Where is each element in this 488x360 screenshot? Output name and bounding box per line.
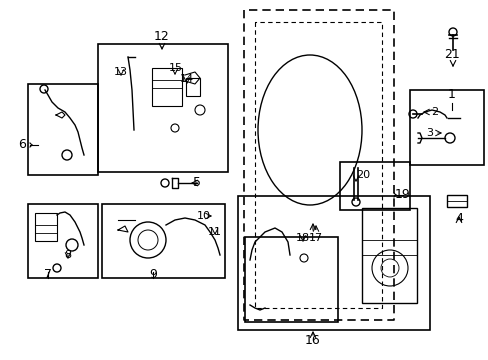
Bar	[361, 208, 416, 303]
Bar	[339, 162, 409, 210]
Text: 20: 20	[355, 170, 369, 180]
Text: 3: 3	[426, 128, 433, 138]
Text: 19: 19	[394, 189, 410, 202]
Text: 5: 5	[193, 176, 201, 189]
Text: 1: 1	[447, 89, 455, 102]
Text: 7: 7	[44, 269, 52, 282]
Text: 6: 6	[18, 139, 26, 152]
Text: 4: 4	[454, 211, 462, 225]
Bar	[98, 44, 227, 172]
Bar	[102, 204, 224, 278]
Bar	[446, 195, 466, 207]
Text: 16: 16	[305, 333, 320, 346]
Text: 14: 14	[180, 74, 194, 84]
Text: 21: 21	[443, 49, 459, 62]
Bar	[244, 237, 337, 322]
Text: 8: 8	[64, 250, 71, 260]
Text: 17: 17	[308, 233, 323, 243]
Text: 2: 2	[430, 107, 438, 117]
Bar	[152, 68, 182, 106]
Text: 15: 15	[169, 63, 183, 73]
Text: 11: 11	[207, 227, 222, 237]
Bar	[28, 84, 98, 175]
Bar	[185, 78, 200, 96]
Text: 18: 18	[295, 233, 309, 243]
Text: 9: 9	[149, 269, 157, 282]
Bar	[409, 90, 483, 165]
Text: 12: 12	[154, 31, 169, 44]
Text: 13: 13	[114, 67, 128, 77]
Text: 10: 10	[197, 211, 210, 221]
Bar	[238, 196, 429, 330]
Bar	[28, 204, 98, 278]
Bar	[35, 213, 57, 241]
